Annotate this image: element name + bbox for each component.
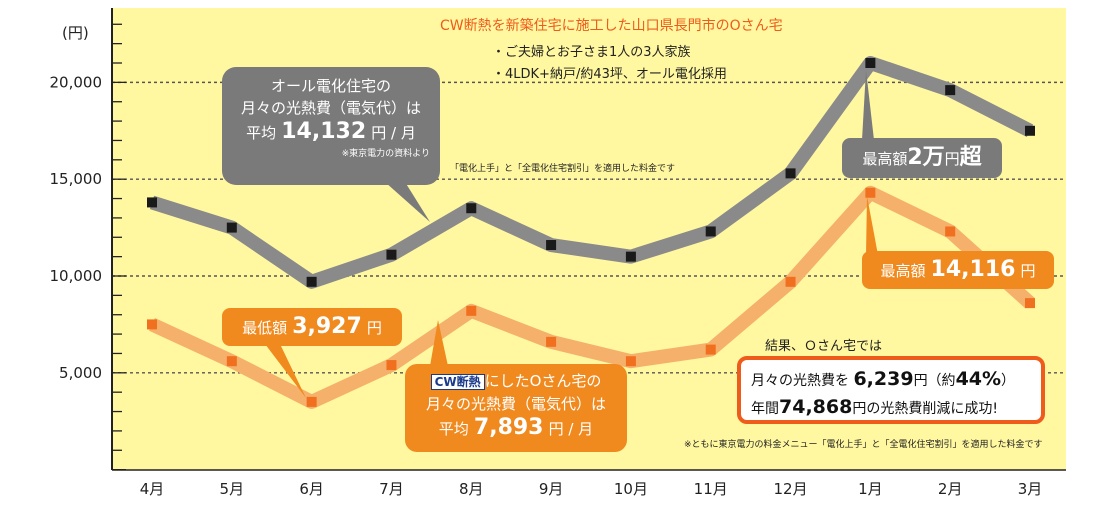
data-point [546, 240, 557, 251]
orange-callout-line2: 月々の光熱費（電気代）は [425, 395, 606, 413]
chart-title: CW断熱を新築住宅に施工した山口県長門市のOさん宅 [440, 17, 783, 34]
y-axis: 5,000 10,000 15,000 20,000 [50, 8, 126, 471]
gray-max-value: 2万 [907, 145, 945, 170]
x-axis: 4月 5月 6月 7月 8月 9月 10月 11月 12月 1月 2月 3月 [112, 469, 1066, 498]
x-tick-label: 8月 [459, 480, 484, 498]
min-value: 3,927 [292, 314, 362, 339]
gray-max-suffix: 超 [959, 145, 982, 170]
y-tick-label: 15,000 [50, 170, 103, 188]
bottom-note: ※ともに東京電力の料金メニュー「電化上手」と「全電化住宅割引」を適用した料金です [684, 440, 1043, 450]
min-callout: 最低額 3,927 円 [222, 308, 402, 346]
series-line-2 [149, 185, 1035, 409]
data-point [1025, 298, 1035, 309]
orange-avg-prefix: 平均 [438, 420, 469, 438]
min-unit: 円 [366, 319, 382, 337]
min-pointer [265, 344, 306, 398]
x-tick-label: 11月 [694, 480, 728, 498]
x-tick-label: 5月 [220, 480, 245, 498]
y-tick-label: 5,000 [59, 364, 102, 382]
result-line1-pct: 44% [955, 368, 1002, 390]
data-point [945, 85, 956, 96]
gray-max-pointer [862, 70, 874, 140]
gray-avg-value: 14,132 [281, 119, 367, 144]
x-tick-label: 2月 [938, 480, 963, 498]
data-point [466, 305, 477, 316]
series-line-1 [149, 56, 1034, 289]
result-heading: 結果、Ｏさん宅では [765, 339, 883, 354]
gray-callout-line1: オール電化住宅の [270, 77, 391, 95]
data-point [625, 251, 636, 262]
result-line1-value: 6,239 [853, 368, 914, 390]
x-tick-label: 9月 [539, 480, 564, 498]
result-line1-prefix: 月々の光熱費を [751, 373, 849, 389]
result-line2-value: 74,868 [779, 396, 853, 418]
gray-avg-suffix: 円 / 月 [371, 124, 416, 142]
data-point [705, 344, 716, 355]
orange-max-unit: 円 [1020, 262, 1036, 280]
data-point [785, 168, 796, 179]
result-line1-end: ） [1001, 373, 1016, 389]
x-tick-label: 7月 [379, 480, 404, 498]
gray-max-prefix: 最高額 [862, 150, 908, 168]
data-point [306, 276, 317, 287]
data-point [1025, 125, 1035, 136]
gray-max-callout: 最高額2万円超 [842, 138, 1002, 178]
data-point [226, 356, 237, 367]
result-line2-suffix: 円の光熱費削減に成功! [852, 401, 998, 417]
gray-callout-line2: 月々の光熱費（電気代）は [240, 99, 421, 117]
result-box: 月々の光熱費を 6,239円（約44%） 年間74,868円の光熱費削減に成功! [737, 356, 1045, 424]
y-tick-label: 10,000 [50, 267, 103, 285]
x-tick-label: 6月 [299, 480, 324, 498]
data-point [625, 356, 636, 367]
gray-avg-prefix: 平均 [246, 124, 277, 142]
gray-callout-pointer [385, 182, 430, 222]
gray-source-note: ※東京電力の資料より [341, 149, 430, 159]
result-line2-prefix: 年間 [751, 401, 779, 417]
x-tick-label: 1月 [858, 480, 883, 498]
data-point [865, 58, 876, 68]
data-point [945, 226, 956, 237]
min-prefix: 最低額 [242, 319, 288, 337]
x-tick-label: 10月 [614, 480, 648, 498]
data-point [386, 249, 397, 260]
series-group [147, 56, 1035, 409]
orange-max-value: 14,116 [930, 257, 1016, 282]
result-line1-unit: 円（約 [913, 373, 956, 389]
orange-avg-value: 7,893 [473, 415, 544, 440]
orange-callout-pointer [430, 320, 448, 366]
x-tick-label: 4月 [140, 480, 165, 498]
data-point [865, 187, 876, 198]
orange-avg-suffix: 円 / 月 [548, 420, 594, 438]
callout-pointers [265, 70, 878, 398]
data-point [306, 396, 317, 407]
y-axis-label: (円) [62, 24, 89, 42]
top-note: 「電化上手」と「全電化住宅割引」を適用した料金です [450, 164, 676, 174]
orange-max-callout: 最高額 14,116 円 [862, 251, 1054, 289]
gray-average-callout: オール電化住宅の 月々の光熱費（電気代）は 平均 14,132 円 / 月 ※東… [222, 67, 440, 185]
data-point [386, 360, 397, 371]
data-point [705, 226, 716, 237]
orange-callout-line1: にしたOさん宅の [484, 372, 602, 390]
x-tick-label: 12月 [773, 480, 807, 498]
data-point [226, 222, 237, 233]
data-point [546, 336, 557, 347]
data-point [147, 197, 157, 208]
cw-logo: CW断熱 [430, 374, 485, 390]
subtitle-line-2: ・4LDK+納戸/約43坪、オール電化採用 [492, 67, 727, 82]
data-point [147, 319, 157, 330]
orange-max-pointer [866, 196, 878, 255]
x-tick-label: 3月 [1018, 480, 1043, 498]
subtitle-line-1: ・ご夫婦とお子さま1人の3人家族 [492, 44, 691, 60]
y-tick-label: 20,000 [50, 73, 103, 91]
orange-max-prefix: 最高額 [880, 262, 926, 280]
orange-average-callout: CW断熱 にしたOさん宅の 月々の光熱費（電気代）は 平均 7,893 円 / 月 [405, 364, 627, 452]
data-point [466, 203, 477, 214]
gray-max-unit: 円 [944, 150, 960, 168]
data-point [785, 276, 796, 287]
